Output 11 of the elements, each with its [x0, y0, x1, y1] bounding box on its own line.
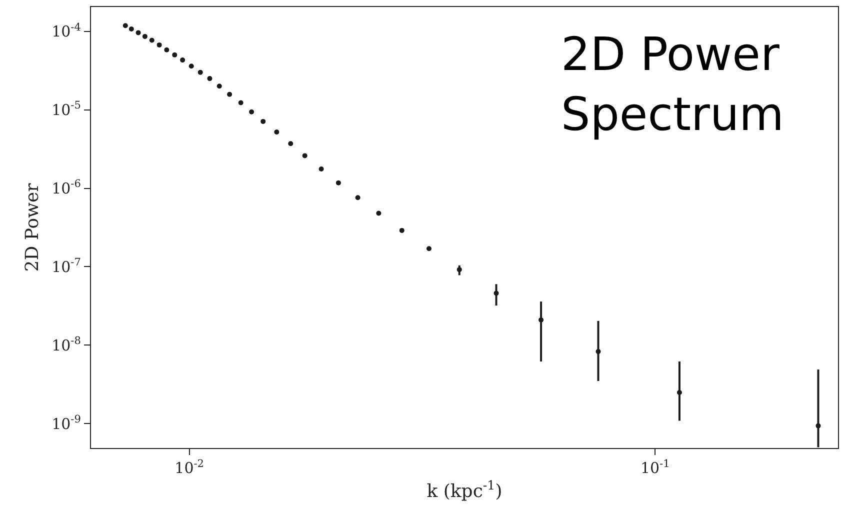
annotation: 2D Power Spectrum — [561, 27, 784, 141]
x-tick-label: 10$^{-2}$ — [174, 458, 204, 478]
y-tick-label: 10$^{-5}$ — [52, 100, 81, 120]
y-tick-label: 10$^{-7}$ — [52, 256, 81, 276]
x-axis-title: k (kpc$^{-1}$) — [426, 478, 502, 502]
x-tick-label: 10$^{-1}$ — [640, 458, 670, 478]
y-axis-title: 2D Power — [22, 182, 43, 272]
y-tick-label: 10$^{-6}$ — [52, 178, 82, 198]
y-tick-label: 10$^{-9}$ — [52, 414, 81, 433]
y-tick-label: 10$^{-4}$ — [52, 21, 82, 41]
y-tick-label: 10$^{-8}$ — [52, 335, 81, 354]
